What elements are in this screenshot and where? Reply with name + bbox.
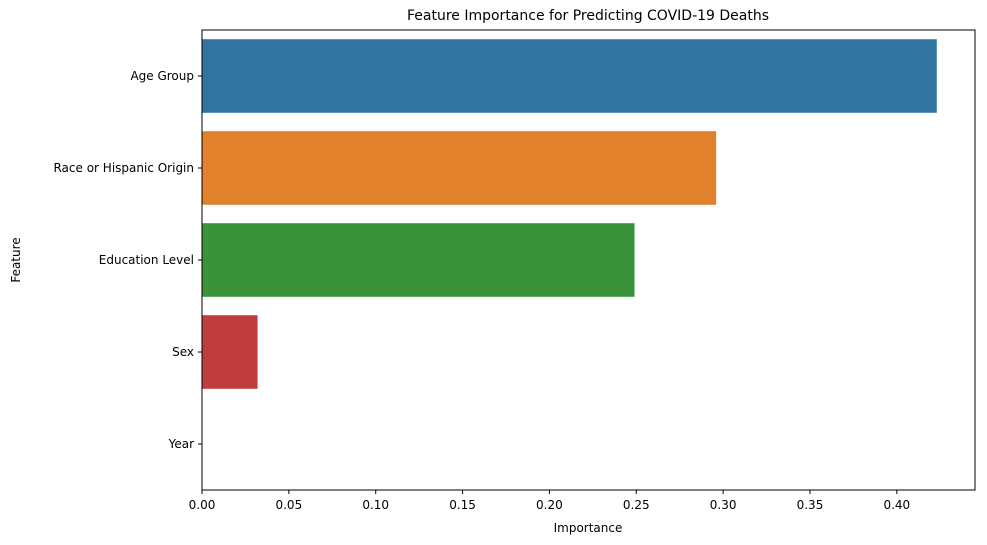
x-tick-label: 0.00 <box>189 498 216 512</box>
x-tick-label: 0.15 <box>449 498 476 512</box>
y-tick-label-sex: Sex <box>172 345 194 359</box>
bar-race-or-hispanic-origin <box>202 131 717 205</box>
y-tick-label-age-group: Age Group <box>130 69 194 83</box>
bar-sex <box>202 315 258 389</box>
x-axis-ticks: 0.00 0.05 0.10 0.15 0.20 0.25 0.30 0.35 0.40 <box>189 490 910 512</box>
y-axis-ticks: Age Group Race or Hispanic Origin Educatio… <box>53 69 202 451</box>
x-tick-label: 0.20 <box>536 498 563 512</box>
y-tick-label-education-level: Education Level <box>99 253 194 267</box>
x-tick-label: 0.35 <box>797 498 824 512</box>
bars-group <box>202 39 937 389</box>
plot-frame <box>201 29 976 491</box>
chart-title: Feature Importance for Predicting COVID-… <box>407 8 769 24</box>
bar-education-level <box>202 223 635 297</box>
y-tick-label-year: Year <box>168 437 194 451</box>
x-tick-label: 0.05 <box>275 498 302 512</box>
y-tick-label-race-or-hispanic-origin: Race or Hispanic Origin <box>53 161 194 175</box>
y-axis-label: Feature <box>9 237 23 282</box>
x-tick-label: 0.10 <box>362 498 389 512</box>
x-tick-label: 0.25 <box>623 498 650 512</box>
bar-age-group <box>202 39 937 113</box>
x-tick-label: 0.30 <box>710 498 737 512</box>
x-axis-label: Importance <box>554 521 623 535</box>
x-tick-label: 0.40 <box>883 498 910 512</box>
